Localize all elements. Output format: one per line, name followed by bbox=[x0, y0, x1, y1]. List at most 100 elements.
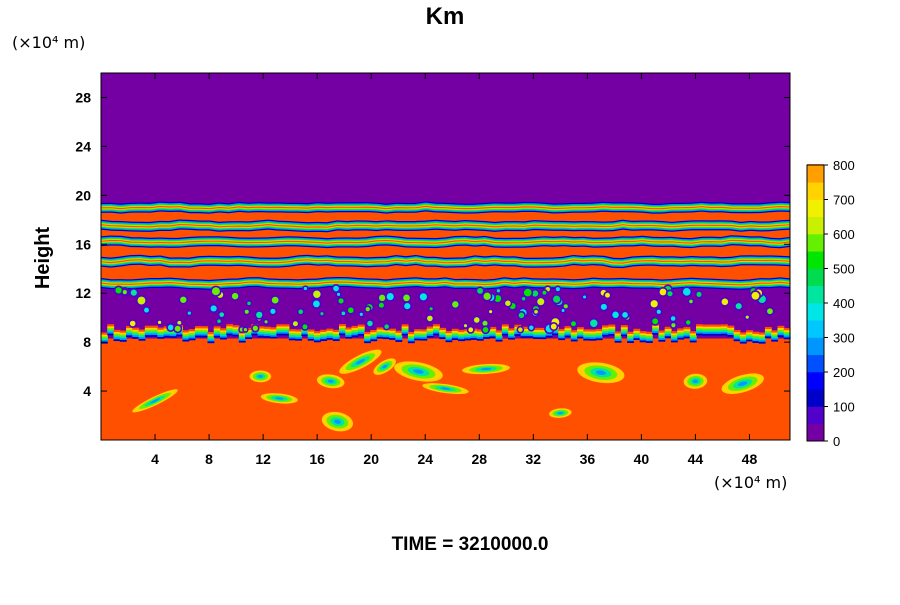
edge-cell bbox=[364, 335, 371, 338]
filament bbox=[100, 219, 791, 233]
edge-cell bbox=[332, 338, 340, 342]
edge-cell bbox=[721, 324, 728, 327]
edge-cell bbox=[157, 332, 165, 336]
edge-cell bbox=[119, 334, 127, 337]
colorbar-swatch bbox=[807, 199, 824, 218]
edge-cell bbox=[169, 333, 177, 337]
edge-cell bbox=[370, 330, 378, 333]
speck-inner bbox=[219, 312, 225, 317]
edge-cell bbox=[639, 334, 647, 337]
y-tick-label: 20 bbox=[75, 187, 91, 203]
speck-inner bbox=[256, 311, 263, 319]
edge-cell bbox=[470, 334, 478, 337]
edge-cell bbox=[702, 326, 710, 329]
edge-cell bbox=[458, 335, 465, 338]
edge-cell bbox=[295, 331, 303, 334]
edge-cell bbox=[533, 327, 541, 331]
edge-cell bbox=[501, 329, 509, 332]
edge-cell bbox=[721, 327, 728, 331]
edge-cell bbox=[370, 333, 378, 336]
edge-cell bbox=[426, 335, 434, 338]
feature-ring bbox=[333, 419, 341, 424]
edge-cell bbox=[733, 331, 741, 334]
speck-inner bbox=[365, 307, 370, 312]
edge-cell bbox=[696, 325, 703, 329]
edge-cell bbox=[508, 328, 515, 331]
edge-cell bbox=[132, 327, 140, 330]
edge-cell bbox=[414, 330, 422, 334]
edge-cell bbox=[307, 336, 315, 339]
edge-cell bbox=[620, 334, 628, 337]
edge-cell bbox=[288, 338, 296, 341]
edge-cell bbox=[614, 336, 622, 340]
x-tick-label: 44 bbox=[688, 451, 704, 467]
colorbar-tick-label: 800 bbox=[833, 158, 855, 173]
edge-cell bbox=[407, 331, 415, 335]
edge-cell bbox=[326, 328, 334, 331]
edge-cell bbox=[313, 340, 321, 343]
x-tick-label: 4 bbox=[151, 451, 159, 467]
edge-cell bbox=[683, 334, 691, 337]
colorbar-swatch bbox=[807, 285, 824, 304]
edge-cell bbox=[476, 338, 484, 341]
edge-cell bbox=[351, 329, 359, 332]
edge-cell bbox=[151, 325, 158, 328]
edge-cell bbox=[226, 324, 234, 327]
edge-cell bbox=[526, 335, 534, 338]
edge-cell bbox=[420, 332, 428, 336]
edge-cell bbox=[126, 333, 133, 336]
edge-cell bbox=[326, 330, 334, 333]
speck-inner bbox=[378, 294, 386, 302]
edge-cell bbox=[451, 337, 459, 341]
edge-cell bbox=[539, 335, 547, 338]
edge-cell bbox=[232, 334, 240, 337]
edge-cell bbox=[771, 330, 779, 333]
edge-cell bbox=[389, 337, 396, 340]
edge-cell bbox=[157, 327, 165, 330]
edge-cell bbox=[570, 333, 578, 337]
edge-cell bbox=[733, 337, 741, 340]
edge-cell bbox=[376, 332, 384, 336]
speck-inner bbox=[656, 309, 661, 314]
edge-cell bbox=[583, 332, 591, 336]
edge-cell bbox=[144, 334, 152, 337]
feature-ring bbox=[440, 387, 451, 390]
edge-cell bbox=[426, 326, 434, 329]
edge-cell bbox=[508, 333, 515, 336]
edge-cell bbox=[746, 332, 754, 335]
edge-cell bbox=[313, 338, 321, 341]
edge-cell bbox=[564, 335, 572, 338]
edge-cell bbox=[758, 341, 766, 344]
edge-cell bbox=[558, 336, 566, 339]
edge-cell bbox=[407, 339, 415, 342]
edge-cell bbox=[420, 331, 428, 334]
edge-cell bbox=[132, 336, 140, 339]
edge-cell bbox=[364, 339, 371, 342]
edge-cell bbox=[551, 331, 559, 334]
edge-cell bbox=[401, 324, 409, 327]
speck-inner bbox=[367, 320, 373, 327]
edge-cell bbox=[589, 336, 597, 339]
edge-cell bbox=[282, 326, 290, 329]
edge-cell bbox=[194, 331, 202, 334]
edge-cell bbox=[551, 333, 559, 336]
edge-cell bbox=[238, 340, 246, 343]
edge-cell bbox=[539, 327, 547, 331]
edge-cell bbox=[163, 335, 171, 338]
edge-cell bbox=[101, 332, 108, 335]
edge-cell bbox=[282, 333, 290, 336]
edge-cell bbox=[339, 333, 346, 336]
speck-inner bbox=[689, 299, 693, 304]
edge-cell bbox=[520, 326, 528, 329]
edge-cell bbox=[288, 329, 296, 332]
edge-cell bbox=[201, 333, 209, 336]
edge-cell bbox=[345, 331, 353, 334]
edge-cell bbox=[670, 332, 678, 336]
edge-cell bbox=[232, 330, 240, 333]
edge-cell bbox=[595, 337, 603, 341]
edge-cell bbox=[639, 340, 647, 343]
edge-cell bbox=[495, 337, 503, 340]
edge-cell bbox=[220, 330, 227, 333]
edge-cell bbox=[107, 325, 115, 329]
